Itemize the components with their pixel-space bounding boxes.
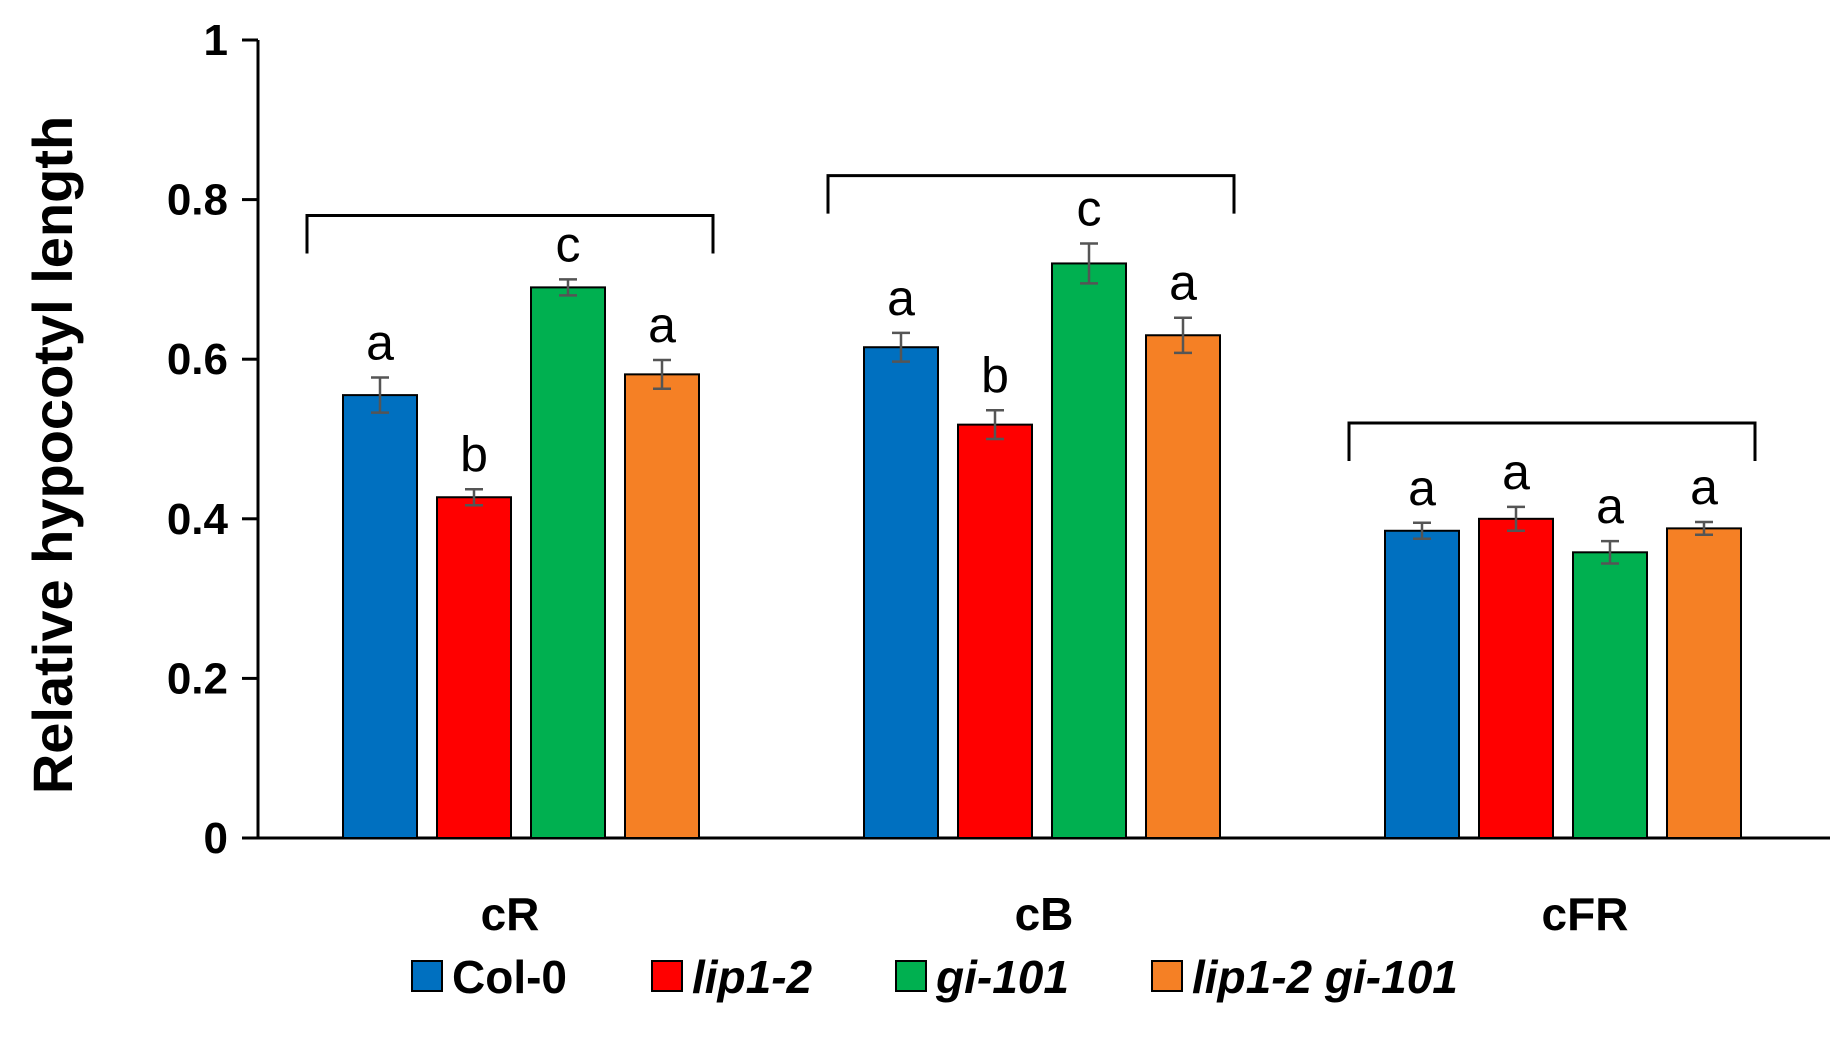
bar (1572, 551, 1648, 839)
y-tick-label: 0 (204, 814, 228, 863)
legend: Col-0 lip1-2 gi-101 lip1-2 gi-101 (411, 951, 1458, 1003)
bar (436, 496, 512, 839)
y-tick-label: 0.2 (167, 654, 228, 703)
x-category-label: cR (481, 888, 540, 940)
bar (1384, 529, 1460, 840)
legend-swatch (1151, 960, 1183, 992)
significance-label: a (648, 297, 676, 353)
legend-label: gi-101 (935, 951, 1069, 1003)
significance-label: b (460, 426, 488, 482)
bar (342, 394, 418, 839)
significance-label: b (981, 347, 1009, 403)
bar (624, 373, 700, 839)
group-bracket (305, 214, 715, 254)
significance-label: a (1502, 444, 1530, 500)
bars: a b c a a b c a a a a a (342, 180, 1742, 840)
x-axis: cR cB cFR (258, 836, 1830, 940)
bar (957, 423, 1033, 839)
bar (863, 346, 939, 839)
significance-label: c (556, 216, 581, 272)
y-axis: 0 0.2 0.4 0.6 0.8 1 (167, 16, 260, 863)
legend-swatch (651, 960, 683, 992)
y-axis-label: Relative hypocotyl length (21, 116, 84, 794)
bar (1051, 262, 1127, 839)
x-category-label: cB (1015, 888, 1074, 940)
significance-label: a (1690, 459, 1718, 515)
significance-label: a (366, 315, 394, 371)
group-bracket (826, 174, 1236, 214)
bar (530, 286, 606, 839)
y-tick-label: 0.4 (167, 495, 229, 544)
y-tick-label: 0.6 (167, 335, 228, 384)
significance-label: a (1408, 460, 1436, 516)
significance-label: a (1169, 255, 1197, 311)
x-category-label: cFR (1542, 888, 1629, 940)
bar (1478, 517, 1554, 839)
legend-label: Col-0 (452, 951, 567, 1003)
legend-label: lip1-2 (692, 951, 813, 1003)
legend-swatch (895, 960, 927, 992)
legend-label: lip1-2 gi-101 (1192, 951, 1458, 1003)
significance-label: c (1077, 180, 1102, 236)
significance-label: a (887, 270, 915, 326)
legend-swatch (411, 960, 443, 992)
significance-label: a (1596, 478, 1624, 534)
bar (1145, 334, 1221, 839)
bar (1666, 527, 1742, 839)
group-brackets (305, 174, 1757, 462)
y-tick-label: 1 (204, 16, 228, 65)
y-tick-label: 0.8 (167, 176, 228, 225)
group-bracket (1347, 421, 1757, 462)
